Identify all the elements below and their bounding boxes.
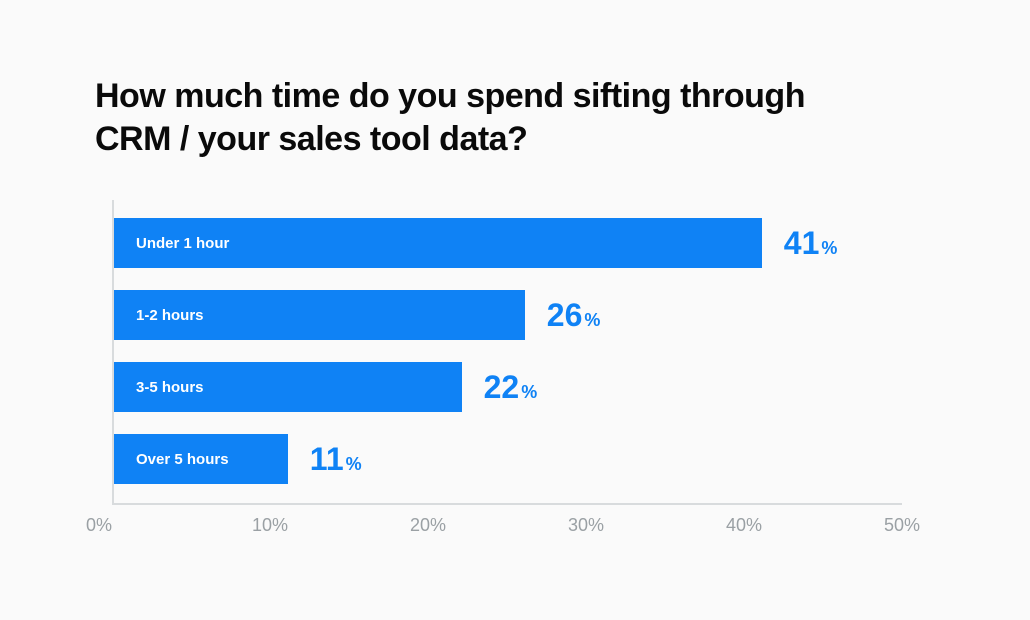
bar-value: 26% xyxy=(547,299,601,331)
bar-value-suffix: % xyxy=(521,383,537,401)
bar-row: 3-5 hours 22% xyxy=(114,362,537,412)
chart-container: How much time do you spend sifting throu… xyxy=(0,0,1030,620)
bar-value: 41% xyxy=(784,227,838,259)
x-axis-tick: 0% xyxy=(86,515,112,536)
bar-label: 1-2 hours xyxy=(136,307,204,324)
x-axis-tick: 50% xyxy=(884,515,920,536)
bar-value-number: 41 xyxy=(784,227,820,259)
bar-label: 3-5 hours xyxy=(136,379,204,396)
bar: 3-5 hours xyxy=(114,362,462,412)
bar: Over 5 hours xyxy=(114,434,288,484)
chart-x-axis: 0%10%20%30%40%50% xyxy=(112,505,902,545)
bar-row: 1-2 hours 26% xyxy=(114,290,600,340)
bar-value-suffix: % xyxy=(821,239,837,257)
chart-area: Under 1 hour41%1-2 hours26%3-5 hours22%O… xyxy=(112,200,902,550)
bar-value-number: 22 xyxy=(484,371,520,403)
x-axis-tick: 40% xyxy=(726,515,762,536)
chart-plot: Under 1 hour41%1-2 hours26%3-5 hours22%O… xyxy=(112,200,902,505)
x-axis-tick: 20% xyxy=(410,515,446,536)
x-axis-tick: 30% xyxy=(568,515,604,536)
bar-value-number: 11 xyxy=(310,443,344,475)
bar-row: Over 5 hours 11% xyxy=(114,434,362,484)
bar-value-suffix: % xyxy=(346,455,362,473)
bar-value-suffix: % xyxy=(584,311,600,329)
x-axis-tick: 10% xyxy=(252,515,288,536)
bar-row: Under 1 hour 41% xyxy=(114,218,837,268)
bar: Under 1 hour xyxy=(114,218,762,268)
bar-value: 22% xyxy=(484,371,538,403)
bar-value-number: 26 xyxy=(547,299,583,331)
bar-value: 11% xyxy=(310,443,362,475)
bar-label: Under 1 hour xyxy=(136,235,229,252)
bar-label: Over 5 hours xyxy=(136,451,229,468)
chart-title: How much time do you spend sifting throu… xyxy=(95,75,875,160)
bar: 1-2 hours xyxy=(114,290,525,340)
